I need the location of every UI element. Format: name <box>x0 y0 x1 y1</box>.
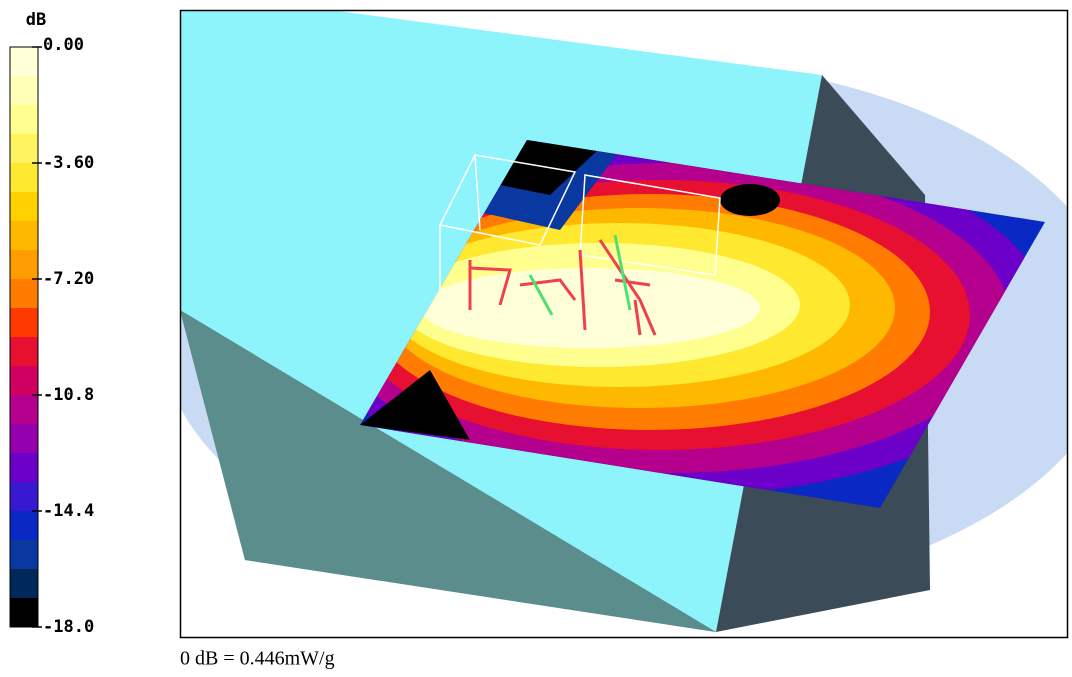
colorbar-band <box>10 453 38 483</box>
colorbar-band <box>10 598 38 628</box>
colorbar-band <box>10 540 38 570</box>
colorbar: 0.00 -3.60 -7.20 -10.8 -14.4 -18.0 <box>9 35 94 637</box>
box-front-face <box>181 310 716 632</box>
colorbar-band <box>10 395 38 425</box>
device-lines-green <box>528 234 632 316</box>
colorbar-band <box>10 279 38 309</box>
device-lines <box>468 239 657 336</box>
colorbar-band <box>10 134 38 164</box>
colorbar-tick-label: -14.4 <box>43 501 94 521</box>
colorbar-tick-label: -18.0 <box>43 617 94 637</box>
colorbar-band <box>10 366 38 396</box>
colorbar-band <box>10 337 38 367</box>
colorbar-frame <box>9 46 39 628</box>
plot-frame <box>179 9 1069 639</box>
colorbar-band <box>10 482 38 512</box>
colorbar-band <box>10 424 38 454</box>
colorbar-band <box>10 163 38 193</box>
caption: 0 dB = 0.446mW/g <box>180 648 335 670</box>
colorbar-band <box>10 105 38 135</box>
colorbar-band <box>10 76 38 106</box>
colorbar-tick-label: 0.00 <box>43 35 84 55</box>
colorbar-label: dB <box>26 10 46 30</box>
sar-plane <box>360 140 1045 508</box>
colorbar-tick-label: -3.60 <box>43 153 94 173</box>
colorbar-band <box>10 47 38 77</box>
colorbar-band <box>10 250 38 280</box>
colorbar-band <box>10 569 38 599</box>
colorbar-tick-label: -7.20 <box>43 269 94 289</box>
colorbar-tick-label: -10.8 <box>43 385 94 405</box>
colorbar-band <box>10 192 38 222</box>
colorbar-band <box>10 511 38 541</box>
colorbar-band <box>10 221 38 251</box>
colorbar-band <box>10 308 38 338</box>
scene <box>181 11 1067 632</box>
wireframe <box>438 154 721 290</box>
